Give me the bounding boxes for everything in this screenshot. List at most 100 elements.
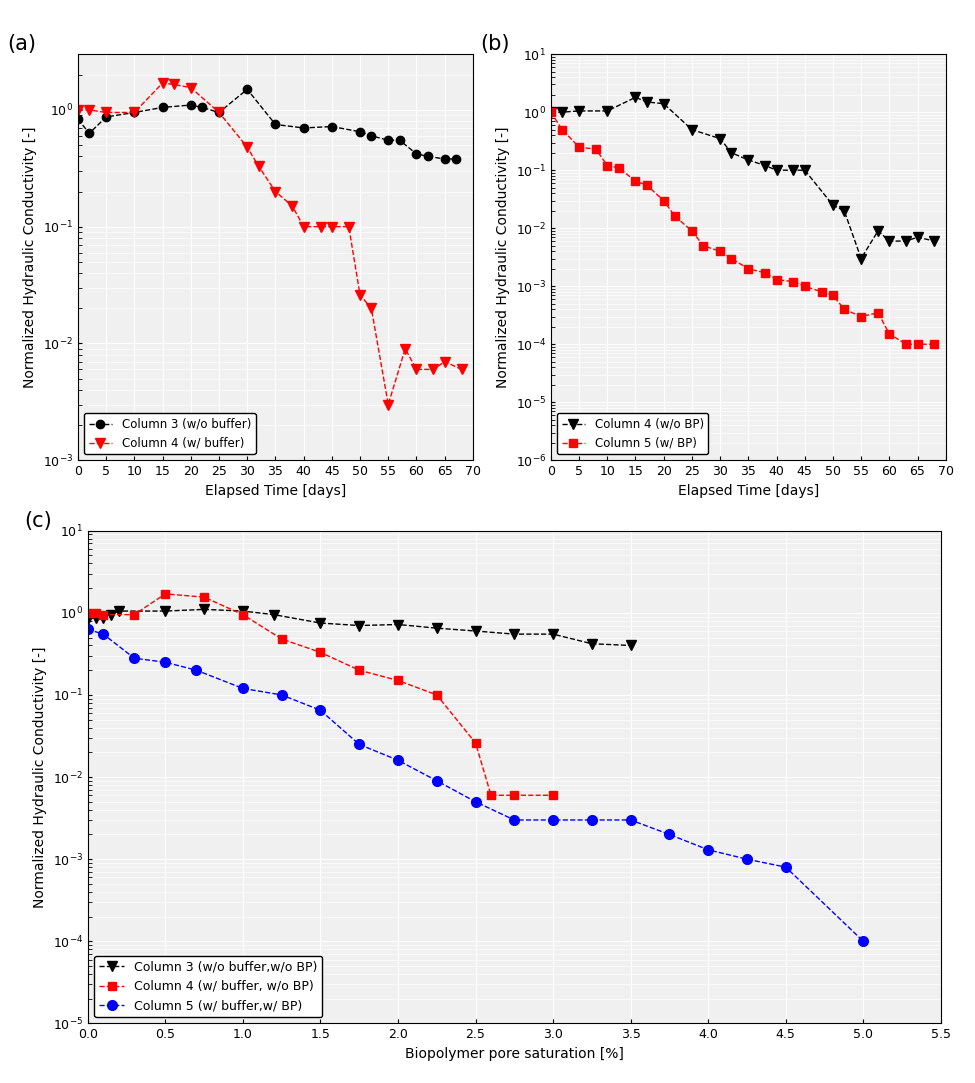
Column 5 (w/ buffer,w/ BP) xyxy=(741,852,753,865)
Column 3 (w/o buffer,w/o BP) xyxy=(237,604,249,617)
Column 4 (w/ buffer, w/o BP) xyxy=(315,645,327,658)
Line: Column 3 (w/o buffer): Column 3 (w/o buffer) xyxy=(74,86,460,164)
Column 5 (w/ BP) xyxy=(928,338,940,351)
Line: Column 3 (w/o buffer,w/o BP): Column 3 (w/o buffer,w/o BP) xyxy=(83,604,636,650)
Column 5 (w/ BP) xyxy=(669,210,681,223)
Line: Column 4 (w/o BP): Column 4 (w/o BP) xyxy=(546,92,939,263)
Column 5 (w/ BP) xyxy=(912,338,923,351)
Column 5 (w/ BP) xyxy=(573,141,585,154)
Column 4 (w/o BP) xyxy=(799,164,810,177)
Column 5 (w/ buffer,w/ BP) xyxy=(431,774,443,787)
Column 4 (w/ buffer) xyxy=(168,78,179,91)
Column 5 (w/ BP) xyxy=(743,262,755,275)
Column 5 (w/ BP) xyxy=(602,159,613,172)
Column 3 (w/o buffer,w/o BP) xyxy=(586,637,598,650)
Column 5 (w/ buffer,w/ BP) xyxy=(780,861,792,874)
Column 4 (w/ buffer, w/o BP) xyxy=(98,609,109,622)
Column 5 (w/ BP) xyxy=(630,174,642,187)
Column 3 (w/o buffer,w/o BP) xyxy=(268,609,280,622)
Column 3 (w/o buffer) xyxy=(450,153,462,166)
Column 5 (w/ BP) xyxy=(715,245,726,258)
Column 3 (w/o buffer,w/o BP) xyxy=(82,613,94,626)
Column 3 (w/o buffer,w/o BP) xyxy=(353,619,365,632)
Column 4 (w/o BP) xyxy=(686,123,698,136)
Column 4 (w/o BP) xyxy=(873,224,884,237)
Column 4 (w/o BP) xyxy=(545,106,557,119)
Column 4 (w/ buffer, w/o BP) xyxy=(129,609,140,622)
Column 5 (w/ buffer,w/ BP) xyxy=(857,935,869,948)
Column 4 (w/ buffer) xyxy=(214,106,225,119)
Column 5 (w/ BP) xyxy=(827,289,838,302)
Column 5 (w/ BP) xyxy=(788,275,800,288)
Column 4 (w/ buffer) xyxy=(253,159,264,172)
Column 5 (w/ buffer,w/ BP) xyxy=(470,795,482,808)
Column 5 (w/ buffer,w/ BP) xyxy=(625,813,637,826)
Column 4 (w/ buffer, w/o BP) xyxy=(486,788,497,801)
Column 4 (w/ buffer, w/o BP) xyxy=(392,674,404,687)
Column 5 (w/ buffer,w/ BP) xyxy=(547,813,559,826)
Column 5 (w/ BP) xyxy=(760,266,771,279)
Column 5 (w/ buffer,w/ BP) xyxy=(82,623,94,636)
Column 5 (w/ BP) xyxy=(855,310,867,323)
Column 4 (w/ buffer) xyxy=(269,185,281,198)
Column 4 (w/o BP) xyxy=(630,91,642,104)
Column 3 (w/o buffer) xyxy=(366,129,377,142)
Text: (b): (b) xyxy=(480,34,509,54)
Column 4 (w/ buffer) xyxy=(297,220,309,233)
Column 3 (w/o buffer) xyxy=(72,113,84,126)
Column 3 (w/o buffer,w/o BP) xyxy=(160,604,172,617)
Column 3 (w/o buffer,w/o BP) xyxy=(625,639,637,652)
Column 5 (w/ BP) xyxy=(686,224,698,237)
Column 3 (w/o buffer) xyxy=(410,147,422,160)
Column 5 (w/ buffer,w/ BP) xyxy=(160,655,172,668)
Text: (c): (c) xyxy=(23,511,52,531)
Column 4 (w/ buffer, w/o BP) xyxy=(509,788,521,801)
Column 4 (w/o BP) xyxy=(658,97,670,110)
Column 4 (w/o BP) xyxy=(928,235,940,248)
Column 4 (w/o BP) xyxy=(743,154,755,167)
Column 4 (w/o BP) xyxy=(901,235,913,248)
Legend: Column 3 (w/o buffer), Column 4 (w/ buffer): Column 3 (w/o buffer), Column 4 (w/ buff… xyxy=(84,413,255,455)
Column 5 (w/ buffer,w/ BP) xyxy=(509,813,521,826)
Text: (a): (a) xyxy=(7,34,36,54)
Column 4 (w/ buffer) xyxy=(287,199,298,212)
Column 5 (w/ buffer,w/ BP) xyxy=(98,628,109,641)
Column 5 (w/ buffer,w/ BP) xyxy=(392,754,404,767)
Column 4 (w/ buffer) xyxy=(185,81,197,94)
X-axis label: Elapsed Time [days]: Elapsed Time [days] xyxy=(205,484,346,498)
Column 5 (w/ buffer,w/ BP) xyxy=(129,652,140,665)
Column 5 (w/ BP) xyxy=(838,303,850,316)
Column 4 (w/ buffer) xyxy=(315,220,327,233)
Column 5 (w/ BP) xyxy=(545,106,557,119)
Column 5 (w/ buffer,w/ BP) xyxy=(237,682,249,695)
Column 3 (w/o buffer) xyxy=(269,118,281,131)
Column 5 (w/ BP) xyxy=(799,279,810,292)
Column 5 (w/ BP) xyxy=(557,123,568,136)
Column 4 (w/ buffer) xyxy=(455,363,467,376)
Column 3 (w/o buffer) xyxy=(394,133,406,146)
Column 3 (w/o buffer,w/o BP) xyxy=(470,625,482,638)
Column 3 (w/o buffer,w/o BP) xyxy=(105,609,117,622)
Column 3 (w/o buffer) xyxy=(354,126,366,139)
Column 4 (w/ buffer, w/o BP) xyxy=(160,587,172,600)
Legend: Column 3 (w/o buffer,w/o BP), Column 4 (w/ buffer, w/o BP), Column 5 (w/ buffer,: Column 3 (w/o buffer,w/o BP), Column 4 (… xyxy=(94,955,323,1017)
Column 5 (w/ buffer,w/ BP) xyxy=(586,813,598,826)
Column 3 (w/o buffer) xyxy=(326,120,337,133)
Column 5 (w/ buffer,w/ BP) xyxy=(315,704,327,717)
Column 4 (w/ buffer) xyxy=(157,77,169,90)
Column 5 (w/ BP) xyxy=(641,179,652,192)
Column 3 (w/o buffer,w/o BP) xyxy=(90,611,101,624)
Column 4 (w/o BP) xyxy=(788,164,800,177)
Column 3 (w/o buffer) xyxy=(196,101,208,114)
Column 4 (w/ buffer, w/o BP) xyxy=(431,689,443,702)
Column 4 (w/ buffer) xyxy=(400,342,411,355)
Line: Column 4 (w/ buffer, w/o BP): Column 4 (w/ buffer, w/o BP) xyxy=(84,590,558,799)
Column 4 (w/o BP) xyxy=(855,252,867,265)
Column 3 (w/o buffer) xyxy=(382,133,394,146)
Column 4 (w/o BP) xyxy=(725,146,737,159)
Column 5 (w/ BP) xyxy=(873,306,884,319)
Column 4 (w/ buffer, w/o BP) xyxy=(547,788,559,801)
Column 4 (w/ buffer, w/o BP) xyxy=(90,606,101,619)
X-axis label: Biopolymer pore saturation [%]: Biopolymer pore saturation [%] xyxy=(405,1047,624,1061)
Column 4 (w/ buffer) xyxy=(72,103,84,116)
